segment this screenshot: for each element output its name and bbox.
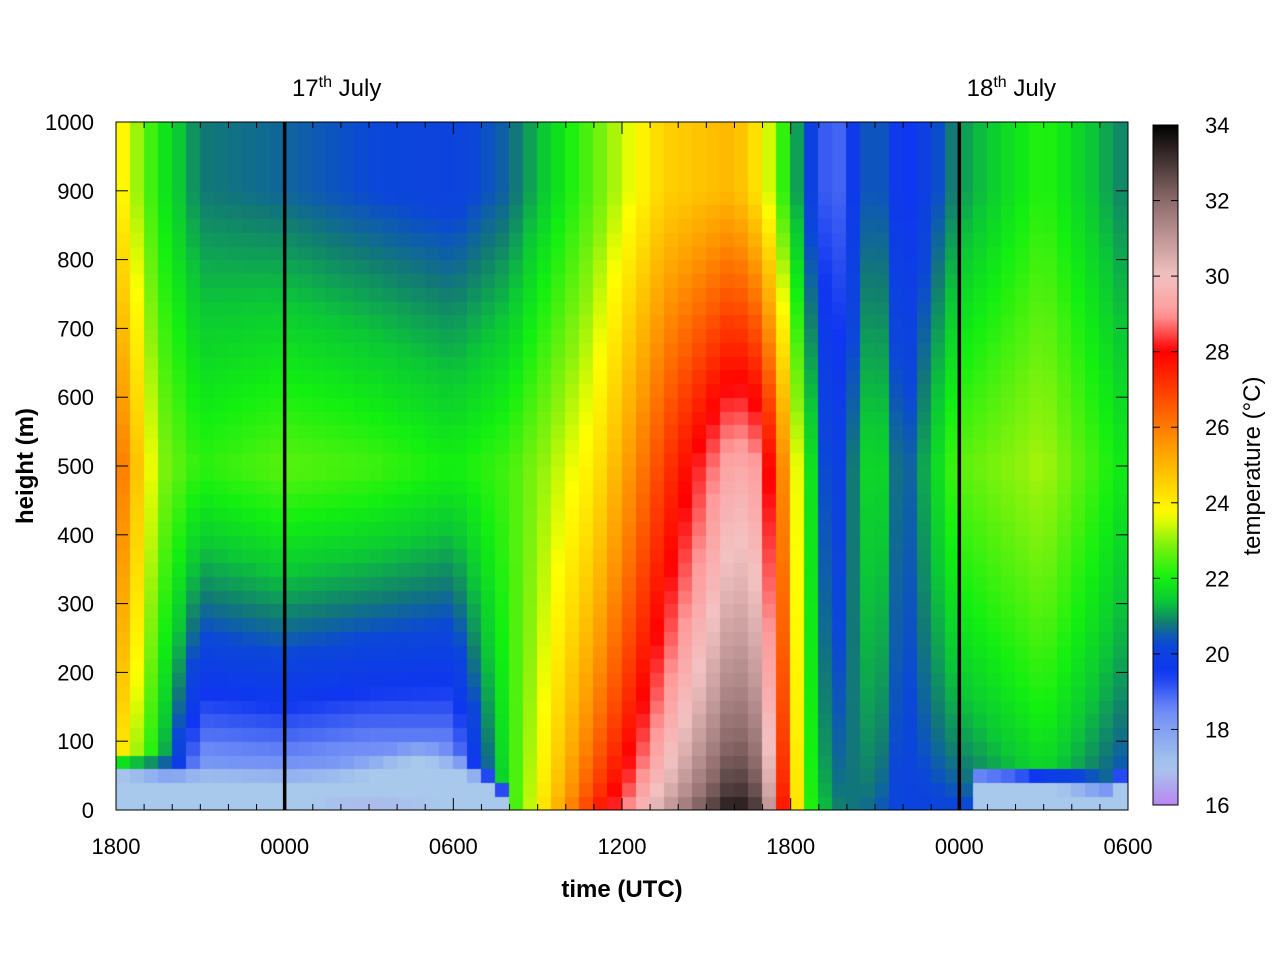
x-tick-label: 1200 — [598, 834, 647, 859]
y-tick-label: 1000 — [45, 110, 94, 135]
colorbar-tick-label: 30 — [1205, 264, 1229, 289]
y-tick-label: 100 — [57, 729, 94, 754]
y-tick-label: 300 — [57, 592, 94, 617]
plot-frame — [115, 121, 1129, 811]
colorbar-gradient — [1152, 124, 1179, 806]
y-tick-label: 600 — [57, 385, 94, 410]
colorbar: 16 18 20 22 24 26 28 30 32 34 — [1152, 113, 1229, 818]
colorbar-tick-label: 20 — [1205, 642, 1229, 667]
y-tick-label: 400 — [57, 523, 94, 548]
colorbar-tick-label: 18 — [1205, 717, 1229, 742]
y-tick-label: 700 — [57, 316, 94, 341]
x-axis-ticks: 1800 0000 0600 1200 1800 0000 0600 — [92, 122, 1153, 859]
y-tick-label: 0 — [82, 798, 94, 823]
y-tick-label: 200 — [57, 660, 94, 685]
x-axis-title: time (UTC) — [561, 876, 682, 903]
colorbar-tick-label: 16 — [1205, 793, 1229, 818]
colorbar-tick-label: 22 — [1205, 566, 1229, 591]
y-tick-label: 800 — [57, 248, 94, 273]
plot-border — [115, 121, 1129, 811]
colorbar-tick-label: 24 — [1205, 491, 1229, 516]
colorbar-tick-label: 32 — [1205, 189, 1229, 214]
colorbar-tick-label: 26 — [1205, 415, 1229, 440]
colorbar-tick-label: 28 — [1205, 340, 1229, 365]
x-tick-label: 0000 — [935, 834, 984, 859]
x-tick-label: 0600 — [429, 834, 478, 859]
x-tick-label: 1800 — [766, 834, 815, 859]
day-markers: 17th July 18th July — [282, 74, 1056, 810]
x-tick-label: 0000 — [260, 834, 309, 859]
y-tick-label: 900 — [57, 179, 94, 204]
colorbar-title: temperature (°C) — [1239, 377, 1266, 556]
y-axis-title: height (m) — [12, 408, 39, 524]
y-tick-label: 500 — [57, 454, 94, 479]
day-marker-label: 17th July — [292, 74, 381, 102]
x-tick-label: 0600 — [1104, 834, 1153, 859]
colorbar-tick-label: 34 — [1205, 113, 1229, 138]
day-marker-label: 18th July — [967, 74, 1056, 102]
x-tick-label: 1800 — [92, 834, 141, 859]
y-axis-ticks: 0 100 200 300 400 500 600 700 800 900 1000 — [45, 110, 1128, 823]
